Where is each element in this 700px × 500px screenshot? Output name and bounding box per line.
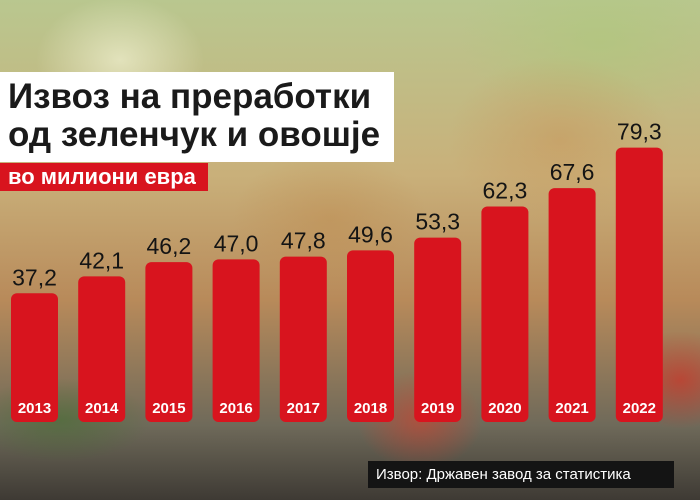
- source-note: Извор: Државен завод за статистика: [376, 466, 631, 483]
- bar-2014: [78, 276, 126, 422]
- year-label-2014: 2014: [85, 400, 119, 417]
- bar-2018: [347, 250, 394, 422]
- year-label-2020: 2020: [488, 400, 521, 417]
- title-box: Извоз на преработки од зеленчук и овошје: [0, 72, 395, 162]
- source-box: Извор: Државен завод за статистика: [368, 461, 674, 488]
- bar-2016: [212, 259, 260, 422]
- year-label-2013: 2013: [18, 400, 51, 417]
- year-label-2016: 2016: [219, 400, 252, 417]
- subtitle-box: во милиони евра: [0, 163, 208, 191]
- bar-2017: [279, 256, 327, 422]
- value-label-2021: 67,6: [550, 159, 595, 185]
- bar-2015: [145, 262, 193, 422]
- value-label-2015: 46,2: [147, 233, 192, 259]
- chart-title-line-1: Извоз на преработки: [8, 77, 372, 116]
- value-label-2014: 42,1: [79, 247, 124, 273]
- value-label-2019: 53,3: [415, 209, 460, 235]
- bar-2021: [548, 188, 596, 422]
- year-label-2022: 2022: [623, 400, 656, 417]
- value-label-2016: 47,0: [214, 230, 259, 256]
- year-label-2017: 2017: [287, 400, 320, 417]
- year-label-2019: 2019: [421, 400, 454, 417]
- value-label-2022: 79,3: [617, 119, 662, 145]
- year-label-2015: 2015: [152, 400, 185, 417]
- bar-2022: [615, 147, 663, 422]
- value-label-2018: 49,6: [348, 221, 393, 247]
- bar-2013: [11, 293, 58, 422]
- year-label-2021: 2021: [555, 400, 588, 417]
- chart-title-line-2: од зеленчук и овошје: [8, 115, 381, 154]
- value-label-2017: 47,8: [281, 228, 326, 254]
- year-label-2018: 2018: [354, 400, 387, 417]
- value-label-2020: 62,3: [483, 177, 528, 203]
- value-label-2013: 37,2: [12, 264, 57, 290]
- chart-subtitle: во милиони евра: [8, 164, 196, 189]
- bar-2020: [481, 206, 529, 422]
- bar-2019: [414, 237, 462, 422]
